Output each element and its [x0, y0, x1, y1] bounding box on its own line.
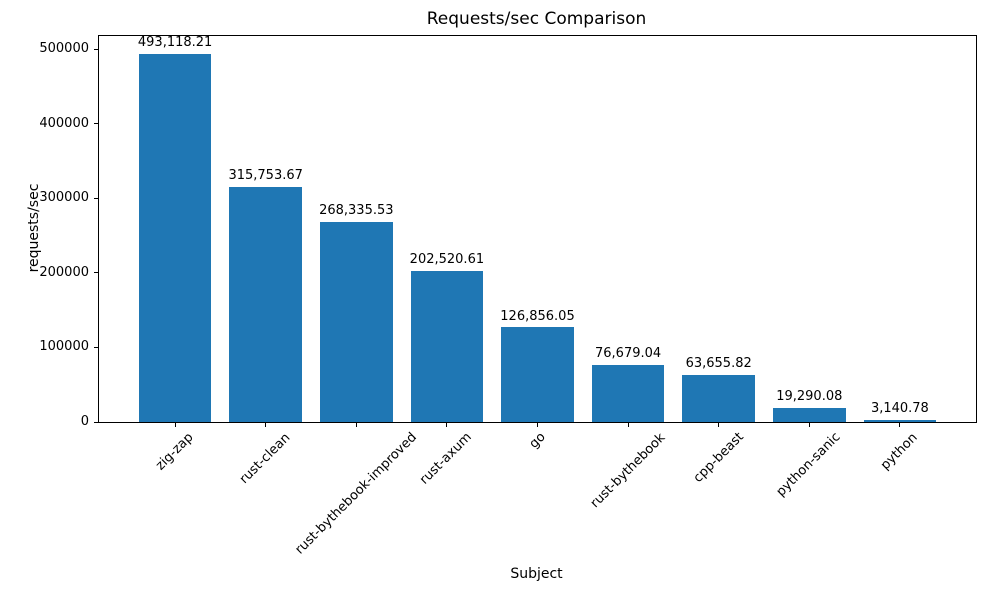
x-tick-mark — [174, 422, 176, 427]
x-tick-mark — [899, 422, 901, 427]
bar-value-label: 76,679.04 — [595, 345, 662, 361]
x-tick-label: cpp-beast — [690, 429, 747, 487]
bar-value-label: 3,140.78 — [870, 400, 929, 416]
x-tick-label: rust-bythebook — [587, 429, 669, 511]
x-tick-mark — [446, 422, 448, 427]
x-tick-label: rust-bythebook-improved — [292, 429, 420, 558]
y-tick-label: 400000 — [39, 115, 89, 131]
x-tick-mark — [627, 422, 629, 427]
bar — [501, 327, 574, 422]
chart-title: Requests/sec Comparison — [426, 9, 647, 29]
x-tick-mark — [808, 422, 810, 427]
y-tick-mark — [94, 123, 99, 125]
y-tick-mark — [94, 272, 99, 274]
bar — [320, 221, 393, 422]
y-tick-label: 100000 — [39, 339, 89, 355]
bar — [138, 54, 212, 422]
x-tick-label: python — [878, 429, 922, 473]
bar-value-label: 268,335.53 — [319, 203, 394, 219]
y-tick-label: 500000 — [39, 41, 89, 57]
bar-value-label: 315,753.67 — [228, 167, 303, 183]
plot-area: 0 100000 200000 300000 400000 500000 493,118.2… — [39, 35, 977, 557]
x-tick-label: go — [526, 429, 549, 453]
bar-value-label: 493,118.21 — [137, 35, 213, 51]
x-tick-mark — [265, 422, 267, 427]
x-tick-mark — [718, 422, 720, 427]
bar — [682, 374, 755, 422]
y-tick-mark — [94, 48, 99, 50]
y-tick-mark — [94, 421, 99, 423]
x-tick-label: rust-axum — [417, 430, 476, 488]
x-tick-mark — [355, 422, 357, 427]
x-tick-mark — [537, 422, 538, 427]
bar — [863, 419, 937, 422]
bar-value-label: 202,520.61 — [409, 252, 485, 268]
bar — [773, 407, 846, 422]
bar — [229, 186, 302, 422]
y-tick-label: 200000 — [39, 264, 89, 280]
x-tick-label: rust-clean — [236, 429, 294, 487]
y-tick-mark — [94, 346, 99, 348]
bar — [410, 271, 484, 422]
x-axis-label: Subject — [510, 566, 563, 582]
bar-value-label: 63,655.82 — [685, 355, 752, 371]
bar-value-label: 19,290.08 — [776, 388, 843, 404]
bar — [591, 364, 665, 422]
x-tick-label: zig-zap — [153, 429, 197, 474]
x-tick-label: python-sanic — [773, 430, 844, 500]
y-tick-label: 0 — [80, 414, 89, 429]
bar-value-label: 126,856.05 — [500, 308, 575, 324]
y-tick-mark — [94, 197, 99, 199]
y-tick-label: 300000 — [39, 190, 89, 206]
